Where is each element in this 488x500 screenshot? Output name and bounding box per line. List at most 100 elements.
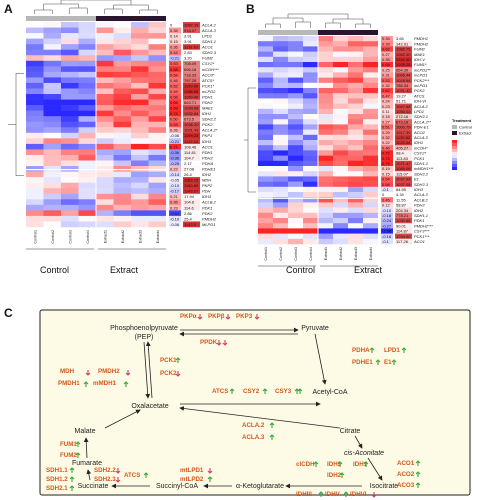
fc-cell bbox=[169, 154, 181, 161]
heatmap-cell bbox=[131, 44, 149, 51]
ave-value: 2.83 bbox=[184, 50, 193, 55]
heatmap-cell bbox=[363, 36, 378, 42]
heatmap-cell bbox=[131, 38, 149, 45]
gene-label: IDH3 bbox=[414, 187, 424, 192]
enzyme-aco2: ACO2 bbox=[397, 471, 415, 478]
heatmap-cell bbox=[318, 160, 333, 167]
ave-cell bbox=[395, 46, 412, 52]
heatmap-cell bbox=[318, 145, 333, 151]
heatmap-cell bbox=[333, 212, 348, 219]
heatmap-cell bbox=[131, 66, 149, 73]
heatmap-cell bbox=[26, 55, 44, 62]
heatmap-cell bbox=[78, 110, 96, 117]
heatmap-cell bbox=[273, 108, 288, 115]
up-regulation-icon bbox=[318, 491, 324, 497]
heatmap-cell bbox=[148, 105, 166, 111]
heatmap-cell bbox=[43, 149, 61, 156]
gene-label: PDHA bbox=[202, 161, 213, 166]
heatmap-cell bbox=[78, 94, 96, 100]
heatmap-cell bbox=[288, 93, 303, 99]
treatment-bar-cell bbox=[288, 30, 303, 35]
fc-value: 0.66 bbox=[170, 100, 179, 105]
column-label: Extract3 bbox=[139, 230, 143, 243]
heatmap-a: 0 1087.15 ACLA.2 0.34 918.07 ACLA.3 0.14 3.91 LP… bbox=[8, 0, 219, 250]
heatmap-cell bbox=[288, 114, 303, 120]
heatmap-cell bbox=[318, 197, 333, 203]
gene-label: ACO3* bbox=[201, 72, 215, 77]
heatmap-cell bbox=[333, 98, 348, 104]
heatmap-cell bbox=[26, 138, 44, 145]
up-regulation-icon bbox=[269, 422, 275, 428]
ave-cell bbox=[183, 110, 200, 117]
heatmap-cell bbox=[131, 149, 149, 156]
heatmap-cell bbox=[288, 186, 303, 193]
gene-label: PCK2 bbox=[202, 122, 213, 127]
heatmap-cell bbox=[303, 51, 318, 58]
heatmap-cell bbox=[43, 66, 61, 73]
ave-value: 1183.15 bbox=[184, 178, 199, 183]
gene-label: E1 bbox=[414, 177, 419, 182]
ave-cell bbox=[395, 108, 412, 115]
fc-cell bbox=[381, 207, 393, 214]
heatmap-cell bbox=[258, 160, 273, 167]
treatment-bar-cell bbox=[43, 16, 61, 21]
heatmap-cell bbox=[288, 207, 303, 214]
heatmap-cell bbox=[288, 77, 303, 84]
heatmap-cell bbox=[273, 93, 288, 99]
down-regulation-icon bbox=[125, 370, 131, 376]
heatmap-cell bbox=[363, 218, 378, 224]
up-regulation-icon bbox=[269, 434, 275, 440]
heatmap-cell bbox=[288, 166, 303, 172]
ave-cell bbox=[395, 72, 412, 78]
fc-value: 0.26 bbox=[170, 128, 179, 133]
heatmap-cell bbox=[113, 171, 131, 178]
ave-value: 797.28 bbox=[184, 78, 197, 83]
up-regulation-icon bbox=[175, 357, 181, 363]
fc-cell bbox=[381, 228, 393, 234]
heatmap-cell bbox=[113, 94, 131, 100]
gene-label: SDH1.1 bbox=[414, 161, 428, 166]
heatmap-cell bbox=[26, 82, 44, 89]
ave-cell bbox=[395, 140, 412, 146]
heatmap-cell bbox=[273, 134, 288, 141]
heatmap-cell bbox=[78, 215, 96, 222]
up-regulation-icon bbox=[69, 485, 75, 491]
heatmap-cell bbox=[113, 188, 131, 195]
ave-value: 1131.01 bbox=[184, 45, 199, 50]
ave-cell bbox=[395, 238, 412, 245]
fc-cell bbox=[381, 176, 393, 182]
ave-cell bbox=[395, 181, 412, 188]
heatmap-cell bbox=[148, 193, 166, 200]
ave-value: 1000.79 bbox=[396, 125, 411, 130]
gene-label: ACLA.2 bbox=[413, 104, 429, 109]
fc-value: 0.74 bbox=[382, 156, 391, 161]
heatmap-cell bbox=[318, 155, 333, 162]
enzyme-lpd1: LPD1 bbox=[384, 347, 400, 354]
ave-cell bbox=[395, 160, 412, 167]
heatmap-cell bbox=[348, 51, 363, 58]
heatmap-cell bbox=[131, 71, 149, 78]
gene-label: PCK2 bbox=[414, 88, 425, 93]
heatmap-cell bbox=[148, 188, 166, 195]
color-scale-cell bbox=[452, 143, 457, 146]
ave-cell bbox=[183, 221, 200, 228]
heatmap-cell bbox=[273, 82, 288, 89]
fc-cell bbox=[381, 186, 393, 193]
enzyme-idh2: IDH2 bbox=[327, 472, 342, 479]
ave-cell bbox=[183, 60, 200, 67]
heatmap-cell bbox=[348, 166, 363, 172]
enzyme-pkp3: PKP3 bbox=[236, 313, 253, 320]
heatmap-cell bbox=[363, 228, 378, 234]
fc-value: 0.69 bbox=[170, 106, 179, 111]
fc-value: -0.25 bbox=[170, 161, 180, 166]
heatmap-cell bbox=[318, 119, 333, 125]
ave-value: 1198.06 bbox=[184, 89, 199, 94]
heatmap-cell bbox=[363, 93, 378, 99]
metabolite-succinyl-coa: Succinyl-CoA bbox=[156, 483, 198, 490]
heatmap-cell bbox=[363, 77, 378, 84]
ave-cell bbox=[183, 49, 200, 56]
heatmap-cell bbox=[131, 193, 149, 200]
heatmap-cell bbox=[363, 212, 378, 219]
heatmap-cell bbox=[43, 160, 61, 167]
fc-cell bbox=[169, 199, 181, 206]
